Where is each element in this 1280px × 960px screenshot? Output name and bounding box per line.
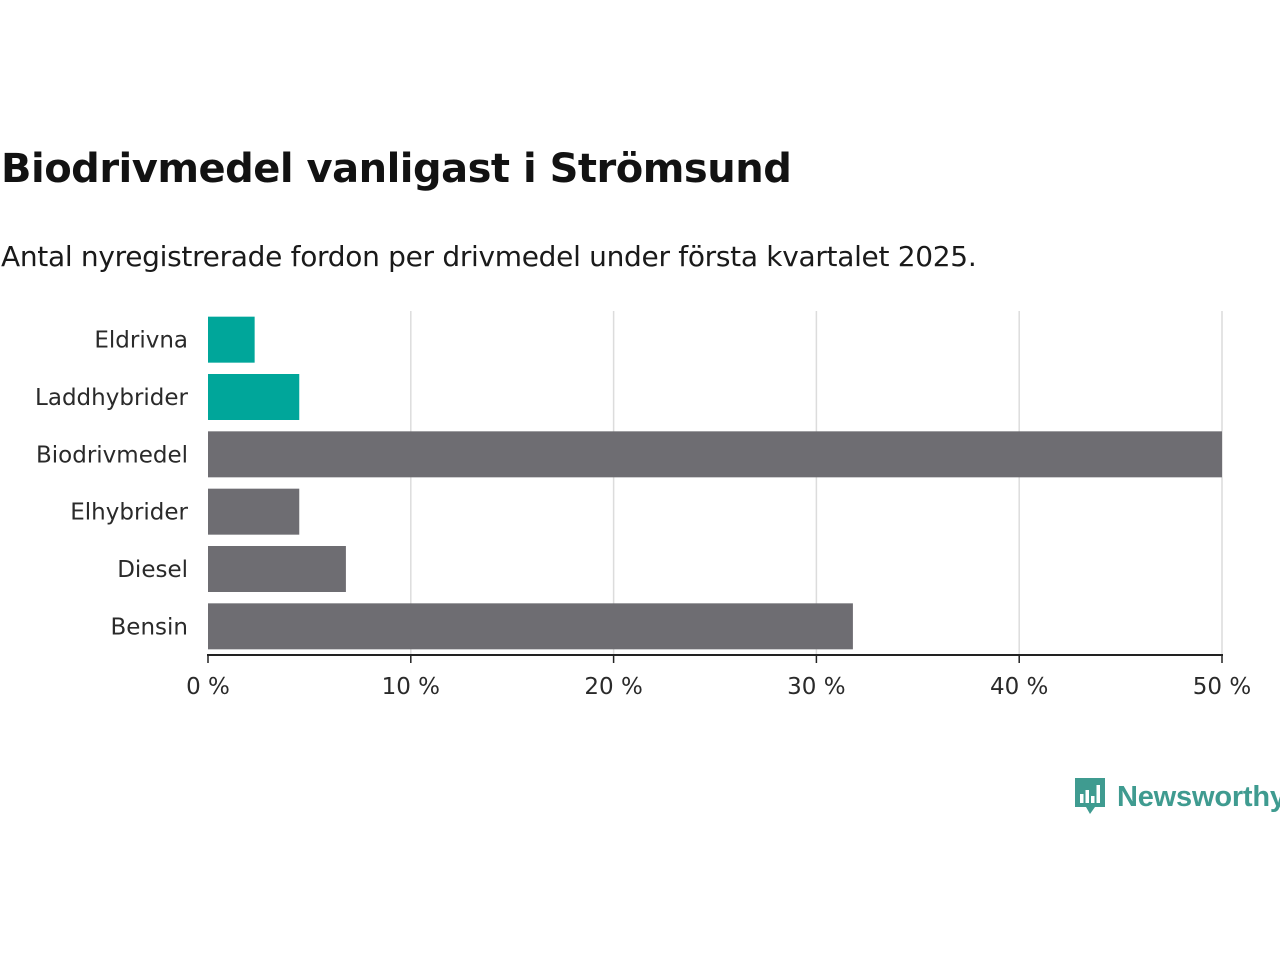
chart-title: Biodrivmedel vanligast i Strömsund (1, 146, 792, 192)
category-labels: Eldrivna Laddhybrider Biodrivmedel Elhybrid… (35, 328, 188, 641)
bar-elhybrider (208, 488, 300, 535)
category-label: Eldrivna (94, 328, 188, 354)
category-label: Elhybrider (70, 500, 188, 526)
bar-eldrivna (208, 316, 255, 363)
newsworthy-logo: Newsworthy (1073, 776, 1280, 818)
x-tick-label: 40 % (990, 674, 1048, 700)
bar-chart-speech-bubble-icon (1075, 778, 1105, 814)
logo-text: Newsworthy (1117, 780, 1280, 813)
x-axis: 0 % 10 % 20 % 30 % 40 % 50 % (186, 654, 1251, 700)
x-tick-label: 10 % (382, 674, 440, 700)
bar-bensin (208, 603, 853, 650)
bars (208, 316, 1222, 650)
x-tick-label: 30 % (787, 674, 845, 700)
gridlines (410, 311, 1223, 655)
category-label: Biodrivmedel (36, 442, 188, 468)
chart-subtitle: Antal nyregistrerade fordon per drivmede… (1, 240, 977, 273)
category-label: Diesel (117, 557, 188, 583)
category-label: Laddhybrider (35, 385, 188, 411)
category-label: Bensin (111, 614, 188, 640)
bar-laddhybrider (208, 374, 300, 420)
bar-diesel (208, 546, 346, 592)
x-tick-label: 0 % (186, 674, 230, 700)
x-tick-label: 50 % (1193, 674, 1251, 700)
x-tick-label: 20 % (584, 674, 642, 700)
bar-biodrivmedel (208, 431, 1222, 478)
